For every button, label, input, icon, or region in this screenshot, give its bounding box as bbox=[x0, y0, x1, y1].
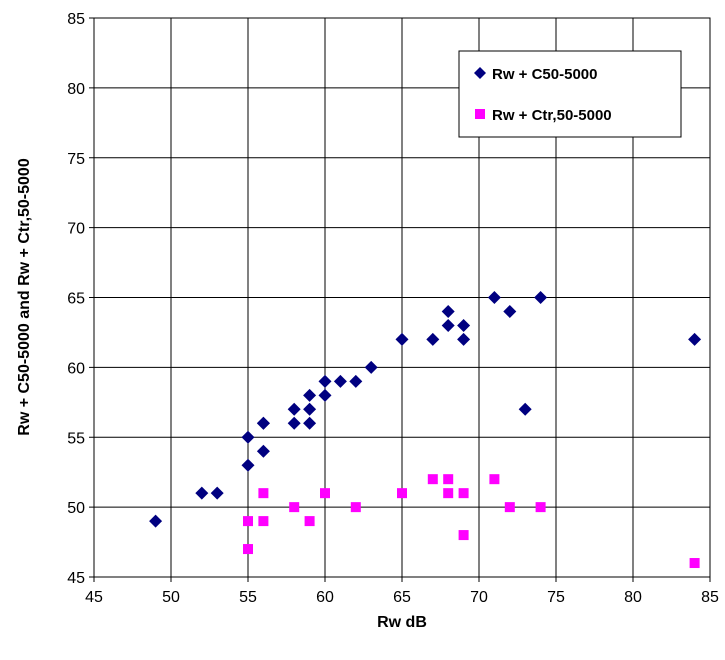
point-diamond bbox=[503, 304, 517, 318]
point-square bbox=[458, 488, 469, 499]
point-square bbox=[243, 544, 253, 555]
point-diamond bbox=[688, 332, 702, 346]
point-diamond bbox=[256, 416, 270, 430]
y-tick-label: 70 bbox=[67, 221, 85, 238]
x-tick-label: 50 bbox=[162, 589, 180, 606]
plot-border bbox=[93, 17, 711, 578]
legend-label-series-1: Rw + C50-5000 bbox=[492, 66, 597, 83]
point-diamond bbox=[287, 416, 301, 430]
point-diamond bbox=[149, 514, 163, 528]
legend-marker-series-2 bbox=[475, 109, 485, 119]
x-tick-label: 55 bbox=[239, 589, 257, 606]
point-square bbox=[427, 474, 438, 485]
point-diamond bbox=[287, 402, 301, 416]
point-diamond bbox=[256, 444, 270, 458]
point-diamond bbox=[318, 388, 332, 402]
x-tick-label: 70 bbox=[470, 589, 488, 606]
point-diamond bbox=[457, 332, 471, 346]
point-square bbox=[304, 516, 315, 527]
y-axis-title: Rw + C50-5000 and Rw + Ctr,50-5000 bbox=[16, 158, 33, 436]
data-points bbox=[149, 291, 702, 569]
x-tick-label: 45 bbox=[85, 589, 103, 606]
point-square bbox=[258, 488, 269, 499]
point-diamond bbox=[210, 486, 224, 500]
x-tick-label: 65 bbox=[393, 589, 411, 606]
legend-label-series-2: Rw + Ctr,50-5000 bbox=[492, 107, 612, 124]
point-diamond bbox=[534, 291, 548, 304]
point-diamond bbox=[395, 332, 409, 346]
point-square bbox=[443, 488, 454, 499]
x-tick-label: 85 bbox=[701, 589, 719, 606]
point-square bbox=[258, 516, 269, 527]
x-tick-label: 75 bbox=[547, 589, 565, 606]
point-square bbox=[289, 502, 300, 513]
x-axis-tick-labels: 45 50 55 60 65 70 75 80 85 bbox=[85, 589, 719, 606]
x-axis-title: Rw dB bbox=[377, 614, 427, 631]
y-tick-label: 85 bbox=[67, 11, 85, 28]
point-diamond bbox=[241, 458, 255, 472]
y-tick-label: 65 bbox=[67, 291, 85, 308]
point-diamond bbox=[441, 318, 455, 332]
legend-box bbox=[458, 50, 682, 138]
point-square bbox=[504, 502, 515, 513]
y-tick-label: 50 bbox=[67, 500, 85, 517]
legend: Rw + C50-5000 Rw + Ctr,50-5000 bbox=[458, 50, 682, 138]
point-diamond bbox=[333, 374, 347, 388]
y-tick-label: 55 bbox=[67, 430, 85, 447]
legend-marker-series-1 bbox=[474, 67, 486, 79]
point-square bbox=[397, 488, 407, 499]
x-tick-label: 60 bbox=[316, 589, 334, 606]
point-square bbox=[243, 516, 253, 527]
point-diamond bbox=[364, 360, 378, 374]
point-square bbox=[443, 474, 454, 485]
point-diamond bbox=[303, 388, 317, 402]
y-tick-label: 45 bbox=[67, 570, 85, 587]
point-diamond bbox=[303, 402, 317, 416]
point-diamond bbox=[518, 402, 532, 416]
point-diamond bbox=[349, 374, 363, 388]
point-diamond bbox=[457, 318, 471, 332]
point-square bbox=[320, 488, 330, 499]
point-diamond bbox=[195, 486, 209, 500]
point-diamond bbox=[318, 374, 332, 388]
point-diamond bbox=[303, 416, 317, 430]
y-tick-label: 60 bbox=[67, 360, 85, 377]
point-square bbox=[689, 558, 700, 569]
point-square bbox=[350, 502, 361, 513]
point-diamond bbox=[441, 304, 455, 318]
gridlines bbox=[89, 17, 711, 582]
point-diamond bbox=[426, 332, 440, 346]
y-tick-label: 80 bbox=[67, 81, 85, 98]
point-diamond bbox=[241, 430, 255, 444]
point-diamond bbox=[487, 291, 501, 304]
point-square bbox=[458, 530, 469, 541]
y-tick-label: 75 bbox=[67, 151, 85, 168]
y-axis-tick-labels: 45 50 55 60 65 70 75 80 85 bbox=[67, 11, 85, 587]
x-tick-label: 80 bbox=[624, 589, 642, 606]
point-square bbox=[489, 474, 500, 485]
point-square bbox=[535, 502, 546, 513]
